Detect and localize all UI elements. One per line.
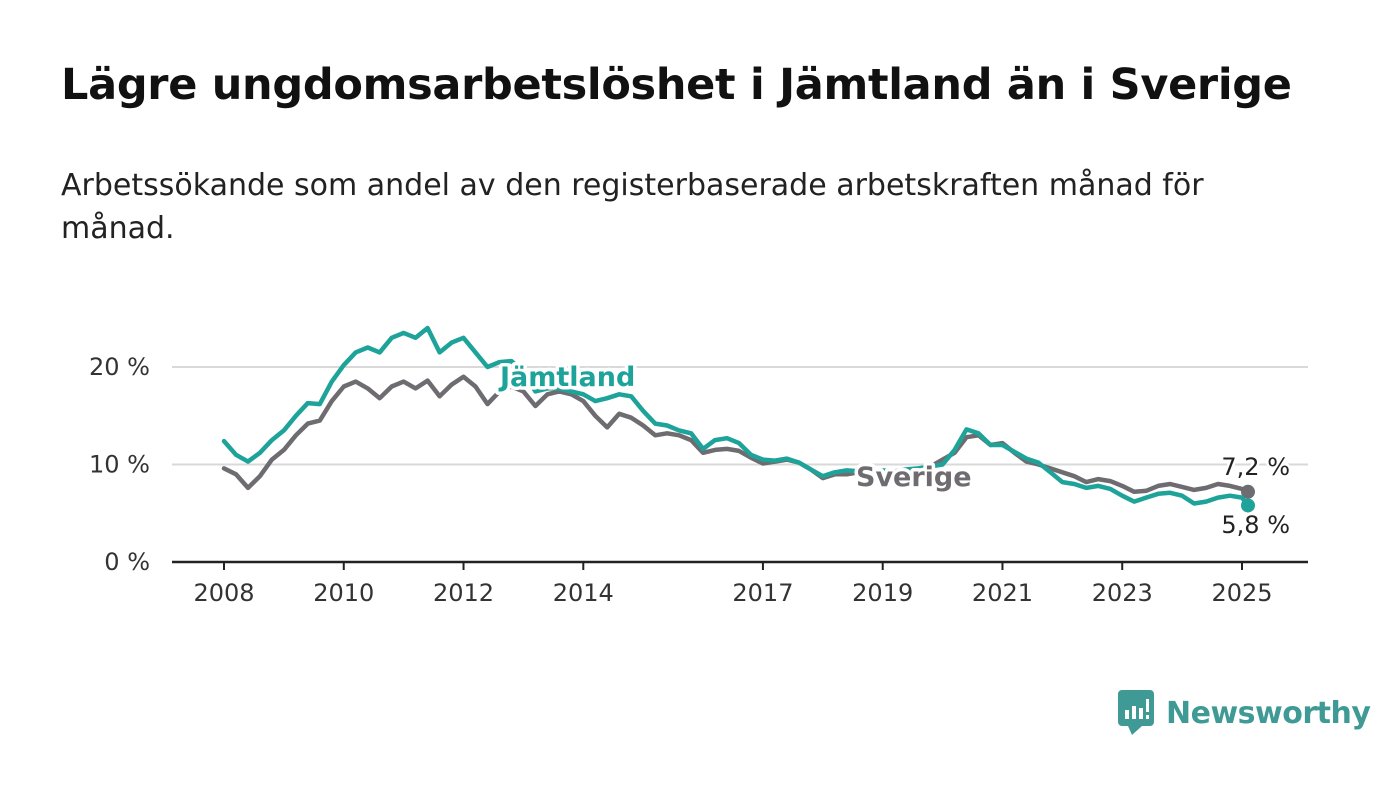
x-tick-label: 2014 (553, 579, 614, 607)
x-tick-label: 2017 (732, 579, 793, 607)
end-point-jämtland (1240, 498, 1255, 513)
x-tick-label: 2010 (313, 579, 374, 607)
x-tick-label: 2019 (852, 579, 913, 607)
series-lines (221, 325, 1255, 513)
chart-subtitle: Arbetssökande som andel av den registerb… (61, 168, 1204, 246)
brand-name: Newsworthy (1166, 695, 1371, 731)
end-label-jamtland: 5,8 % (1221, 511, 1290, 539)
gridlines (172, 366, 1308, 466)
x-tick-label: 2023 (1092, 579, 1153, 607)
x-tick-label: 2021 (972, 579, 1033, 607)
newsworthy-logo: Newsworthy (1118, 690, 1371, 736)
series-line-jämtland (221, 325, 1251, 508)
series-label-jamtland: Jämtland (498, 362, 635, 393)
end-point-sverige (1240, 484, 1255, 499)
chart-title: Lägre ungdomsarbetslöshet i Jämtland än … (61, 60, 1292, 110)
x-tick-label: 2025 (1211, 579, 1272, 607)
series-labels: Sverige Jämtland 7,2 % 5,8 % (495, 359, 1293, 542)
newsworthy-logo-icon (1118, 690, 1154, 735)
x-tick-label: 2012 (433, 579, 494, 607)
axes: 0 % 10 % 20 % 2008 2010 2012 2014 2017 2019 2021 2… (89, 353, 1308, 607)
end-label-sverige: 7,2 % (1221, 453, 1290, 481)
series-line-sverige (221, 374, 1251, 495)
x-tick-label: 2008 (193, 579, 254, 607)
y-tick-label: 10 % (89, 451, 150, 479)
y-tick-label: 20 % (89, 353, 150, 381)
series-label-sverige: Sverige (856, 462, 972, 493)
y-tick-label: 0 % (104, 548, 150, 576)
